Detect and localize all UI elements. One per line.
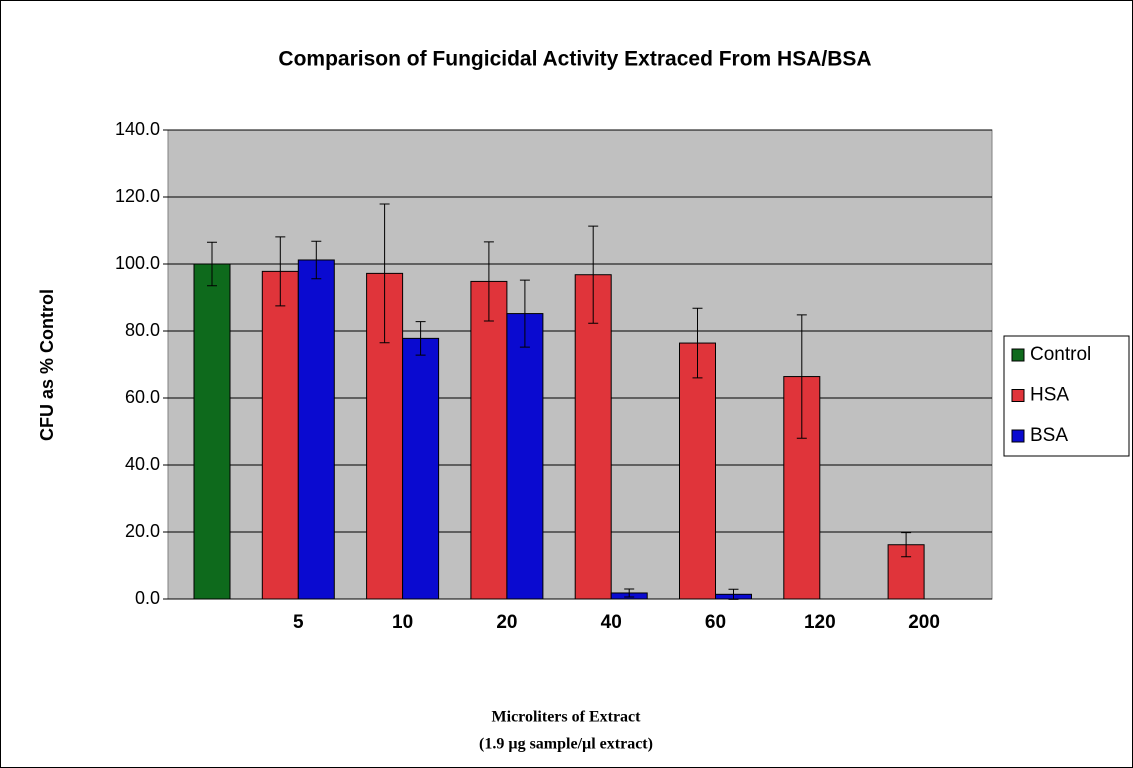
y-tick-label: 40.0 [125,454,160,474]
x-tick-label: 40 [601,612,622,633]
bar [261,270,299,600]
legend-swatch [1011,429,1025,443]
error-bar [311,240,322,280]
y-tick-label: 80.0 [125,320,160,340]
error-bar [379,203,390,344]
x-axis-title: Microliters of Extract [492,709,642,726]
y-axis-title: CFU as % Control [37,289,57,441]
y-tick-label: 20.0 [125,521,160,541]
y-tick-label: 140.0 [115,119,160,139]
error-bar [588,225,599,324]
y-tick-label: 120.0 [115,186,160,206]
y-tick-label: 60.0 [125,387,160,407]
y-tick-label: 0.0 [135,588,160,608]
error-bar [415,321,426,356]
legend-swatch [1011,348,1025,362]
error-bar [275,236,286,307]
error-bar [728,588,739,600]
bar [402,337,440,600]
bar [193,263,231,600]
legend [1003,335,1130,457]
x-tick-label: 20 [496,612,517,633]
error-bar [207,241,217,287]
x-tick-label: 60 [705,612,726,633]
x-tick-label: 200 [908,612,940,633]
bar [470,280,508,600]
x-axis-title: (1.9 µg sample/µl extract) [479,736,653,753]
legend-label: HSA [1030,385,1069,406]
error-bar [624,588,635,598]
legend-label: BSA [1030,425,1068,446]
bar [679,342,716,600]
legend-swatch [1011,389,1025,402]
error-bar [483,241,494,322]
error-bar [796,314,807,439]
error-bar [692,307,703,379]
chart-title: Comparison of Fungicidal Activity Extrac… [278,48,871,71]
error-bar [901,532,912,558]
x-tick-label: 120 [804,612,836,633]
bar [297,259,335,600]
x-tick-label: 10 [392,612,413,633]
bar [783,376,821,600]
y-tick-label: 100.0 [115,253,160,273]
bar [506,313,544,600]
legend-label: Control [1030,344,1091,365]
bar [574,274,612,600]
error-bar [519,279,530,348]
x-tick-label: 5 [293,612,304,633]
